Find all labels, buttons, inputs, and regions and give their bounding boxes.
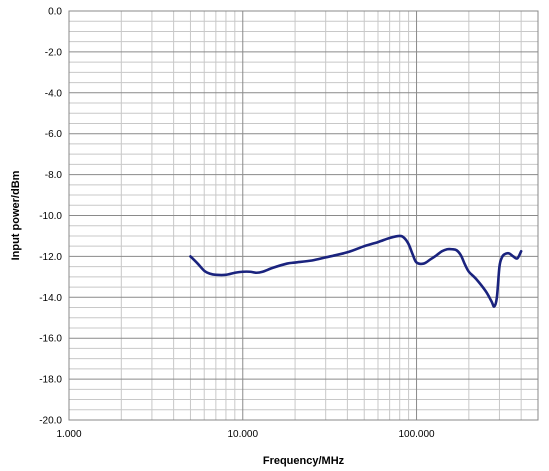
y-tick-labels: 0.0 -2.0 -4.0 -6.0 -8.0 -10.0 -12.0 -14.0 -16.0 -… [39,7,62,427]
y-tick-label: -6.0 [45,129,63,140]
y-tick-label: 0.0 [48,7,62,18]
x-tick-labels: 1.000 10.000 100.000 [56,429,435,440]
y-tick-label: -8.0 [45,170,63,181]
y-tick-label: -20.0 [39,416,62,427]
x-tick-label: 1.000 [56,429,81,440]
x-axis-title: Frequency/MHz [263,455,345,467]
y-tick-label: -10.0 [39,211,62,222]
y-tick-label: -2.0 [45,47,63,58]
plot-frame [68,10,539,421]
x-tick-label: 10.000 [227,429,258,440]
series-layer [189,234,523,308]
series-line [189,234,523,308]
y-tick-label: -16.0 [39,334,62,345]
y-axis-title: Input power/dBm [10,170,22,260]
y-tick-label: -18.0 [39,375,62,386]
y-tick-label: -14.0 [39,293,62,304]
y-tick-label: -12.0 [39,252,62,263]
x-tick-label: 100.000 [398,429,435,440]
y-tick-label: -4.0 [45,88,63,99]
